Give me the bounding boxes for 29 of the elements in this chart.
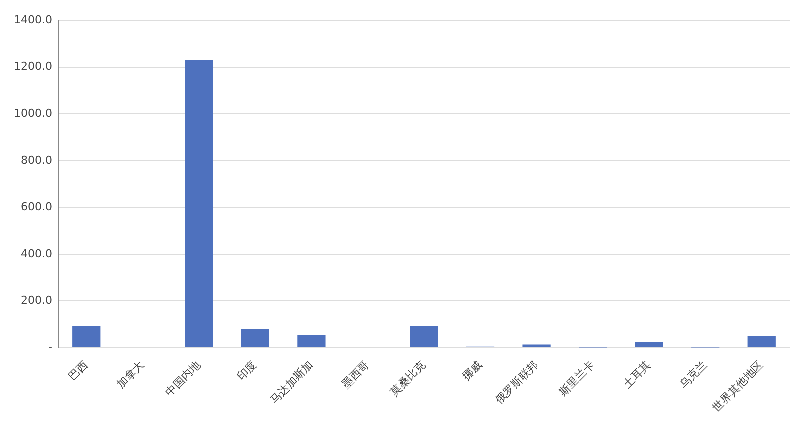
y-tick-label: 800.0 bbox=[20, 154, 52, 167]
bar bbox=[241, 329, 270, 348]
bar bbox=[298, 335, 326, 348]
x-tick-label: 俄罗斯联邦 bbox=[492, 358, 541, 407]
x-tick-label: 挪威 bbox=[460, 358, 485, 384]
x-tick-label: 土耳其 bbox=[620, 358, 654, 392]
x-tick-label: 中国内地 bbox=[163, 358, 204, 399]
x-tick-label: 世界其他地区 bbox=[710, 358, 766, 414]
y-tick-label: 1200.0 bbox=[14, 60, 52, 74]
x-tick-label: 莫桑比克 bbox=[388, 358, 428, 399]
x-tick-label: 乌克兰 bbox=[677, 358, 710, 392]
bar bbox=[185, 60, 214, 348]
x-tick-label: 加拿大 bbox=[114, 358, 148, 392]
x-tick-label: 巴西 bbox=[66, 358, 91, 384]
y-tick-label: 1400.0 bbox=[14, 13, 52, 26]
bar bbox=[635, 342, 664, 348]
y-tick-label: 600.0 bbox=[20, 200, 52, 214]
y-tick-label: 200.0 bbox=[20, 294, 52, 308]
y-tick-label: - bbox=[48, 340, 53, 354]
x-tick-label: 墨西哥 bbox=[340, 358, 372, 392]
y-tick-label: 400.0 bbox=[20, 247, 52, 260]
bar bbox=[410, 326, 438, 348]
bar bbox=[748, 336, 776, 348]
y-tick-label: 1000.0 bbox=[14, 107, 52, 120]
x-tick-label: 马达加斯加 bbox=[268, 358, 316, 407]
x-tick-label: 斯里兰卡 bbox=[556, 358, 598, 399]
bar bbox=[522, 344, 551, 348]
x-tick-label: 印度 bbox=[234, 358, 260, 384]
bar bbox=[72, 326, 101, 348]
